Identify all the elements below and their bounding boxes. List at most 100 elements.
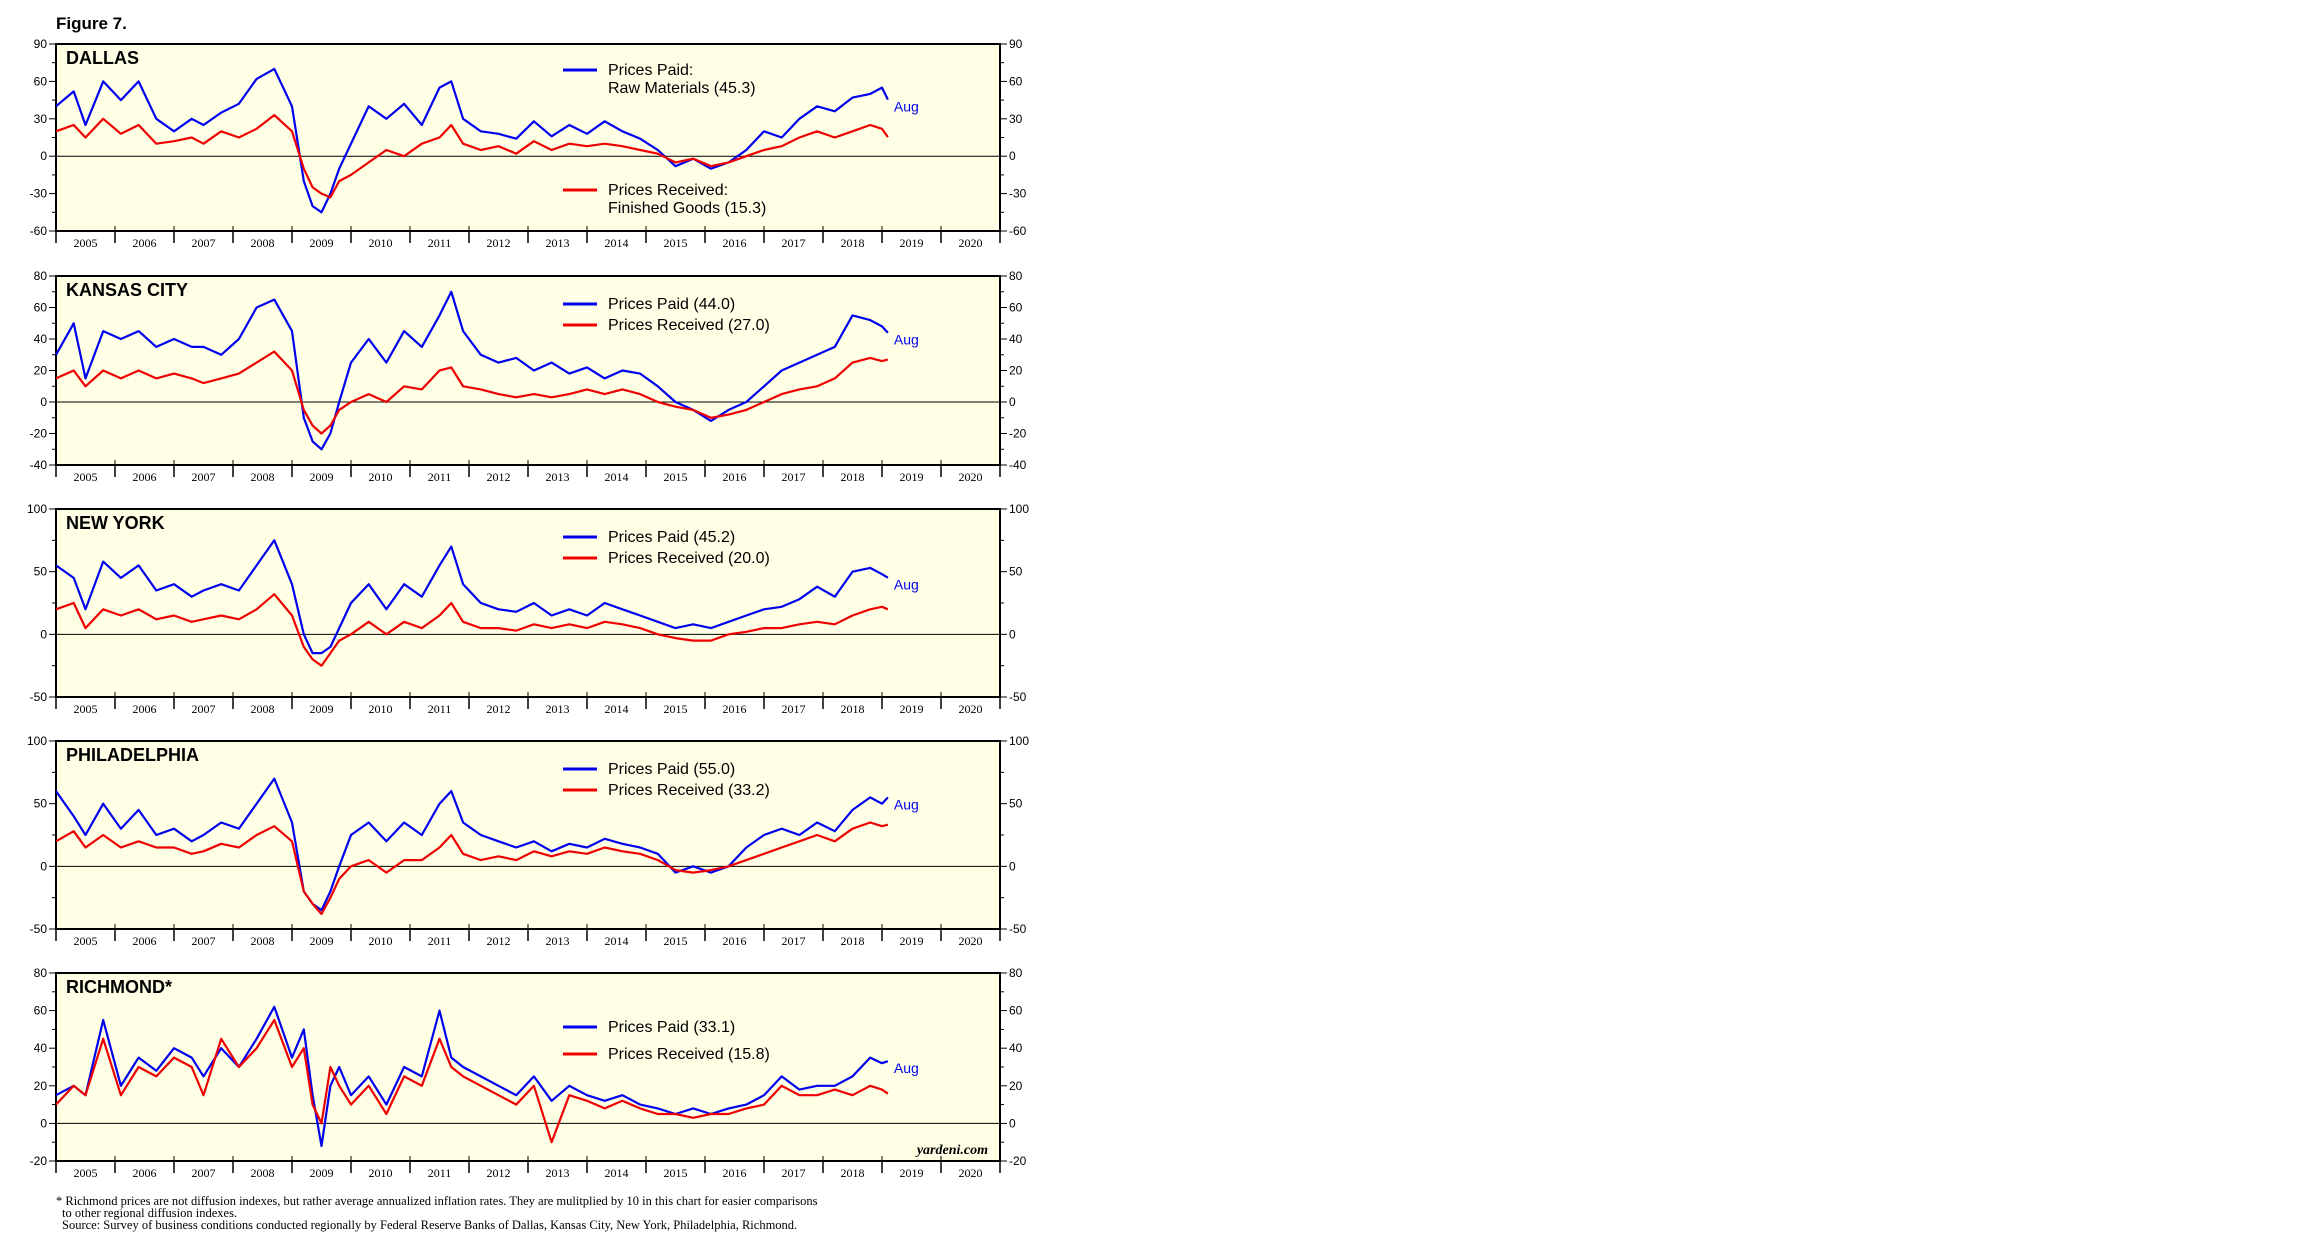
y-tick-label-left: 0 [40,627,47,641]
x-tick-label: 2018 [841,236,865,250]
x-tick-label: 2006 [133,236,157,250]
x-tick-label: 2007 [192,702,216,716]
x-tick-label: 2016 [723,934,747,948]
x-tick-label: 2012 [487,236,511,250]
x-tick-label: 2009 [310,934,334,948]
x-tick-label: 2007 [192,934,216,948]
x-tick-label: 2020 [959,934,983,948]
y-tick-label-left: -60 [30,224,48,238]
prices-paid-line [55,1005,889,1148]
x-tick-label: 2020 [959,702,983,716]
x-tick-label: 2018 [841,702,865,716]
x-tick-label: 2017 [782,236,806,250]
x-tick-label: 2013 [546,1166,570,1180]
legend-label: Prices Paid (55.0) [608,761,735,778]
x-tick-label: 2020 [959,236,983,250]
y-tick-label-left: 50 [34,797,48,811]
x-tick-label: 2008 [251,934,275,948]
panel-title: DALLAS [66,48,139,68]
x-tick-label: 2011 [428,702,452,716]
x-tick-label: 2010 [369,236,393,250]
y-tick-label-left: 30 [34,112,48,126]
x-tick-label: 2016 [723,470,747,484]
legend-label: Prices Received: [608,182,728,199]
prices-paid-line [55,539,889,655]
x-tick-label: 2017 [782,1166,806,1180]
plot-area [55,43,1001,232]
legend-label: Prices Received (20.0) [608,550,770,567]
x-tick-label: 2005 [74,1166,98,1180]
footnote-line-2: to other regional diffusion indexes. [62,1206,238,1220]
x-tick-label: 2007 [192,1166,216,1180]
y-tick-label-left: -50 [30,690,48,704]
y-tick-label-left: 80 [34,966,48,980]
x-tick-label: 2012 [487,702,511,716]
y-tick-label-right: 0 [1009,395,1016,409]
figure: Figure 7. -60 -60 -30 -30 0 0 30 30 60 60 90 90 2005… [0,0,1030,1256]
y-tick-label-right: 60 [1009,74,1023,88]
x-tick-label: 2013 [546,702,570,716]
y-tick-label-right: -30 [1009,187,1027,201]
y-tick-label-left: 0 [40,149,47,163]
y-tick-label-right: -50 [1009,690,1027,704]
x-tick-label: 2012 [487,470,511,484]
y-tick-label-right: 0 [1009,149,1016,163]
x-tick-label: 2014 [605,470,629,484]
y-tick-label-right: 50 [1009,797,1023,811]
x-tick-label: 2007 [192,470,216,484]
x-tick-label: 2014 [605,702,629,716]
x-tick-label: 2012 [487,934,511,948]
y-tick-label-right: -60 [1009,224,1027,238]
x-tick-label: 2016 [723,1166,747,1180]
y-tick-label-right: 50 [1009,565,1023,579]
x-tick-label: 2005 [74,470,98,484]
x-tick-label: 2019 [900,470,924,484]
prices-paid-line [55,290,889,451]
legend-label: Prices Paid (45.2) [608,529,735,546]
footnote-line-3: Source: Survey of business conditions co… [62,1218,798,1232]
plot-area [55,740,1001,930]
x-tick-label: 2016 [723,702,747,716]
end-label-aug: Aug [894,577,919,593]
x-tick-label: 2006 [133,934,157,948]
x-tick-label: 2008 [251,470,275,484]
x-tick-label: 2018 [841,470,865,484]
x-tick-label: 2010 [369,1166,393,1180]
y-tick-label-left: -40 [30,458,48,472]
figure-title: Figure 7. [56,14,127,33]
x-tick-label: 2013 [546,470,570,484]
x-tick-label: 2015 [664,470,688,484]
x-tick-label: 2014 [605,934,629,948]
y-tick-label-left: 60 [34,1004,48,1018]
plot-area [55,508,1001,698]
y-tick-label-right: 40 [1009,1041,1023,1055]
x-tick-label: 2009 [310,702,334,716]
end-label-aug: Aug [894,99,919,115]
x-tick-label: 2015 [664,702,688,716]
y-tick-label-left: 100 [27,502,47,516]
x-tick-label: 2008 [251,1166,275,1180]
x-tick-label: 2005 [74,236,98,250]
footnote: * Richmond prices are not diffusion inde… [56,1195,1016,1232]
prices-received-line [55,593,889,667]
y-tick-label-right: -20 [1009,1154,1027,1168]
y-tick-label-left: 20 [34,1079,48,1093]
x-tick-label: 2009 [310,1166,334,1180]
y-tick-label-right: 20 [1009,364,1023,378]
x-tick-label: 2019 [900,702,924,716]
x-tick-label: 2010 [369,470,393,484]
y-tick-label-left: 0 [40,395,47,409]
y-tick-label-left: -50 [30,922,48,936]
y-tick-label-left: 50 [34,565,48,579]
x-tick-label: 2015 [664,934,688,948]
x-tick-label: 2008 [251,702,275,716]
x-tick-label: 2011 [428,470,452,484]
x-tick-label: 2015 [664,236,688,250]
chart-panel-3: -50 -50 0 0 50 50 100 100 2005 2006 2007 2008 2009 20… [27,502,1029,716]
x-tick-label: 2019 [900,934,924,948]
y-tick-label-right: 100 [1009,734,1029,748]
y-tick-label-left: 0 [40,859,47,873]
x-tick-label: 2006 [133,470,157,484]
